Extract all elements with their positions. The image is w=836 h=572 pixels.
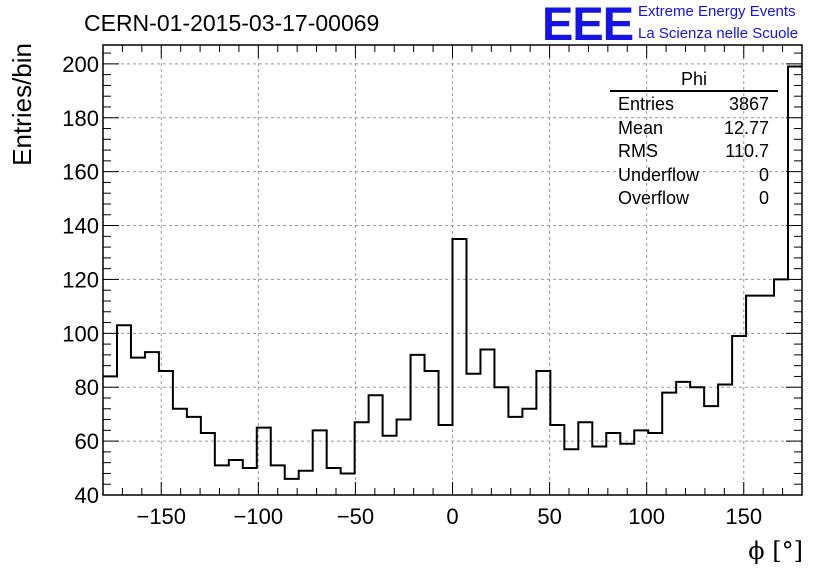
histogram-bin [690,387,704,495]
histogram-bin [648,433,662,495]
stats-value: 3867 [728,94,769,114]
histogram-bin [550,425,564,495]
histogram-bin [215,465,229,495]
histogram-bin [508,417,522,495]
histogram-bin [229,460,243,495]
stats-label: Mean [618,117,664,138]
histogram-bin [145,352,159,495]
x-axis-ticks: −150 −100 −50 0 50 100 150 [121,45,784,529]
histogram-bin [425,371,439,495]
histogram-bin [774,279,788,495]
x-tick-label: −100 [234,504,284,529]
histogram-bin [662,393,676,495]
logo-line-2: La Scienza nelle Scuole [638,25,799,42]
histogram-bin [257,428,271,495]
x-tick-label: 0 [446,504,458,529]
histogram-bin [173,409,187,495]
histogram-bin [285,479,299,495]
histogram-bin [341,473,355,495]
histogram-series [103,65,802,495]
histogram-bin [201,433,215,495]
stats-value: 0 [758,164,769,185]
y-tick-label: 60 [75,429,99,454]
histogram-bin [383,436,397,495]
histogram-bin [187,417,201,495]
histogram-bin [746,296,760,495]
x-tick-label: 100 [628,504,665,529]
histogram-bin [522,409,536,495]
stats-label: Underflow [618,164,700,185]
histogram-line [103,65,802,480]
histogram-bin [578,422,592,495]
y-tick-label: 140 [62,214,99,239]
y-tick-label: 120 [62,267,99,292]
histogram-bin [634,430,648,495]
grid-lines [103,45,802,496]
histogram-bin [327,468,341,495]
y-tick-label: 100 [62,321,99,346]
x-axis-label: ϕ [°] [748,537,803,565]
histogram-bin [397,420,411,495]
histogram-bin [480,349,494,495]
histogram-bin [732,336,746,495]
x-tick-label: 150 [725,504,762,529]
histogram-bin [466,374,480,495]
y-tick-label: 200 [62,52,99,77]
histogram-bin [592,446,606,495]
stats-value: 0 [758,188,769,208]
logo-line-1: Extreme Energy Events [638,3,796,20]
stats-box: Phi Entries 3867 Mean 12.77 RMS 110.7 Un… [610,68,778,211]
stats-value: 110.7 [725,141,769,161]
histogram-bin [439,425,453,495]
histogram-bin [411,355,425,495]
y-tick-label: 40 [75,483,99,508]
stats-row-mean: Mean 12.77 [610,117,778,141]
stats-label: Entries [618,94,675,114]
x-tick-label: 50 [537,504,561,529]
histogram-bin [117,325,131,495]
histogram-bin [103,376,117,495]
x-tick-label: −50 [337,504,374,529]
stats-label: RMS [618,141,658,161]
histogram-bin [718,385,732,495]
histogram-bin [243,468,257,495]
histogram-bin [453,239,467,495]
histogram-bin [620,444,634,495]
y-axis-ticks: 40 60 80 100 120 140 160 180 200 [62,52,802,508]
histogram-bin [355,422,369,495]
histogram-bin [536,371,550,495]
histogram-bin [760,296,774,495]
stats-value: 12.77 [723,117,769,138]
y-axis-label: Entries/bin [7,43,37,166]
stats-label: Overflow [618,188,690,208]
stats-row-rms: RMS 110.7 [610,140,778,164]
y-tick-label: 80 [75,375,99,400]
histogram-bin [369,395,383,495]
stats-row-underflow: Underflow 0 [610,164,778,188]
histogram-bin [564,449,578,495]
x-tick-label: −150 [136,504,186,529]
histogram-bin [606,433,620,495]
histogram-bin [299,471,313,495]
histogram-bin [676,382,690,495]
histogram-bin [313,430,327,495]
y-tick-label: 160 [62,160,99,185]
histogram-bin [704,406,718,495]
histogram-bin [131,358,145,495]
stats-row-entries: Entries 3867 [610,93,778,117]
eee-logo: EEE [542,0,634,50]
stats-title: Phi [610,68,778,92]
stats-row-overflow: Overflow 0 [610,187,778,211]
histogram-bin [494,387,508,495]
histogram-bin [159,371,173,495]
run-title: CERN-01-2015-03-17-00069 [84,10,380,36]
y-tick-label: 180 [62,106,99,131]
